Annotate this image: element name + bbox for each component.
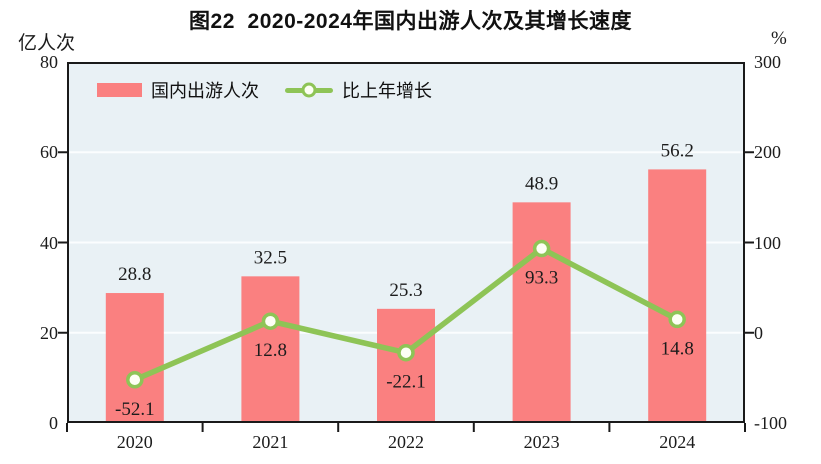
bar-value-label: 32.5: [254, 247, 287, 268]
bar-2022: [377, 308, 435, 423]
right-axis-tick-label: 300: [754, 52, 781, 72]
line-value-label: 14.8: [661, 338, 694, 359]
x-axis-tick-label: 2020: [116, 432, 153, 452]
left-axis-tick-label: 20: [40, 322, 58, 343]
x-axis-tick-label: 2024: [659, 432, 696, 452]
legend-line-swatch: [285, 81, 333, 99]
legend-line-marker-icon: [301, 82, 317, 98]
bar-value-label: 48.9: [525, 173, 558, 194]
plot-border: [67, 62, 745, 423]
x-axis-tick-label: 2021: [252, 432, 289, 452]
line-value-label: 12.8: [254, 340, 287, 361]
bar-value-label: 28.8: [118, 264, 151, 285]
bar-value-label: 56.2: [661, 140, 694, 161]
line-marker-2022: [397, 343, 415, 362]
bar-2021: [241, 276, 300, 423]
bar-2024: [648, 169, 707, 423]
left-axis-tick-label: 80: [40, 52, 58, 72]
right-axis-tick-label: 100: [754, 232, 781, 253]
legend-bar-swatch: [97, 83, 142, 97]
right-axis-tick-label: 200: [754, 142, 781, 163]
chart-title: 图22 2020-2024年国内出游人次及其增长速度: [189, 10, 632, 33]
bar-2023: [512, 202, 571, 423]
left-axis-tick-label: 60: [40, 142, 58, 163]
right-axis-unit: %: [771, 28, 787, 49]
plot-area: 28.8 32.5 25.3 48.9 56.2 -52.1 12.8 -22.1 93.3 14…: [58, 62, 754, 432]
line-marker-2024: [668, 310, 686, 329]
x-axis-tick-label: 2022: [388, 432, 424, 452]
right-axis-tick-label: -100: [754, 413, 787, 433]
line-marker-2023: [532, 239, 551, 258]
left-axis-unit: 亿人次: [18, 33, 76, 54]
line-value-label: -52.1: [115, 399, 155, 420]
left-axis-tick-label: 0: [49, 413, 58, 433]
legend-line-label: 比上年增长: [342, 81, 432, 101]
bar-value-label: 25.3: [389, 280, 422, 301]
bar-2020: [105, 293, 164, 423]
line-value-label: -22.1: [386, 372, 426, 393]
legend-bar-label: 国内出游人次: [151, 81, 259, 101]
right-axis-tick-label: 0: [754, 322, 763, 343]
line-marker-2021: [261, 312, 280, 330]
line-value-label: 93.3: [525, 268, 558, 289]
left-axis-tick-label: 40: [40, 232, 58, 253]
plot-canvas: 28.8 32.5 25.3 48.9 56.2 -52.1 12.8 -22.1 93.3 14…: [58, 62, 754, 432]
line-marker-2020: [126, 371, 144, 389]
x-axis-tick-label: 2023: [523, 432, 560, 452]
legend: 国内出游人次 比上年增长: [97, 81, 432, 101]
